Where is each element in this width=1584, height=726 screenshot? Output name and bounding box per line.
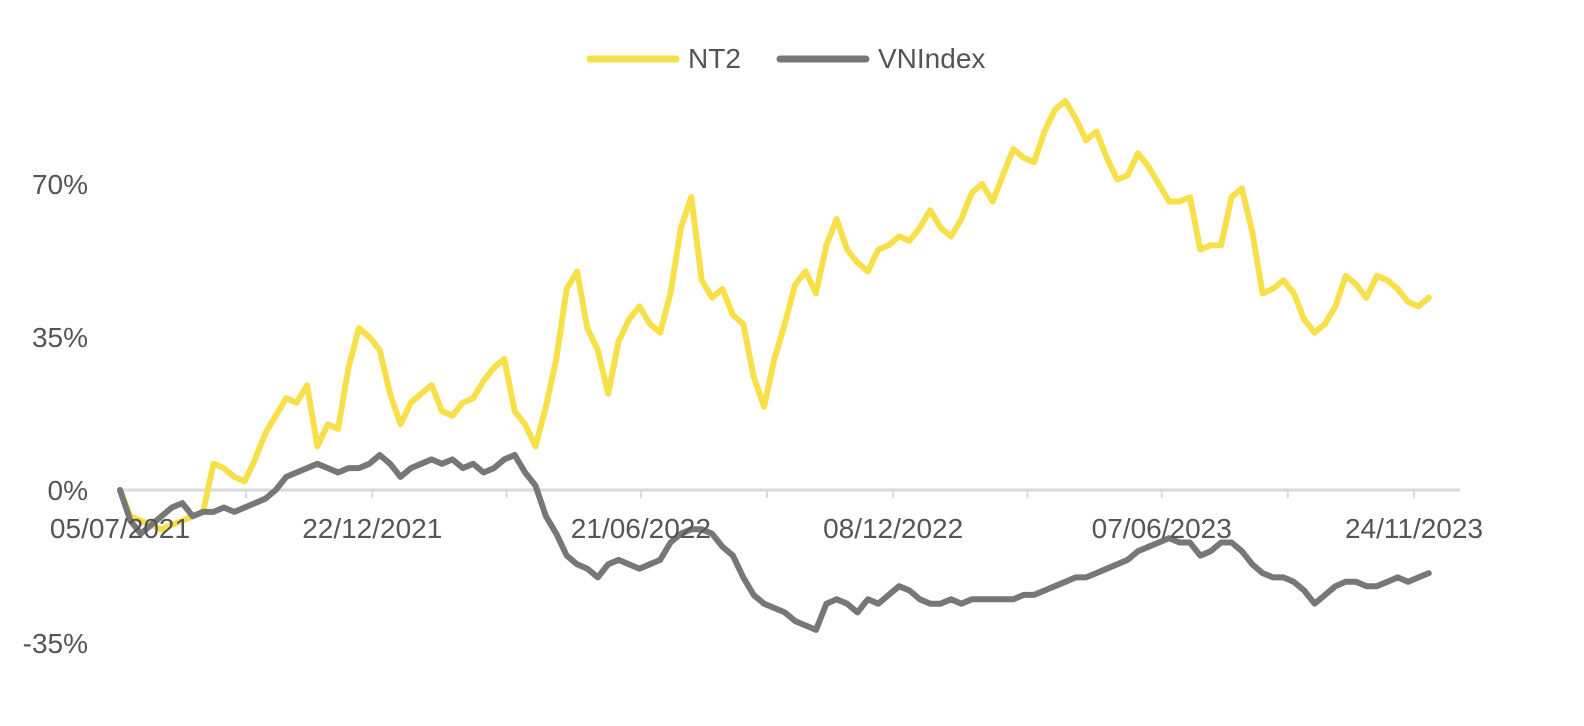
x-tick-label: 08/12/2022 <box>823 513 963 544</box>
x-tick-label: 07/06/2023 <box>1092 513 1232 544</box>
y-tick-label: 35% <box>32 322 88 353</box>
x-tick-label: 22/12/2021 <box>302 513 442 544</box>
series-layer: 05/07/2021 22/12/2021 21/06/2022 08/12/2022… <box>50 97 1483 633</box>
series-line-vnindex <box>117 452 1432 633</box>
x-axis <box>119 488 1460 498</box>
y-tick-label: 0% <box>48 475 88 506</box>
series-line-nt2 <box>117 97 1432 533</box>
x-tick-label: 05/07/2021 <box>50 513 190 544</box>
x-tick-label: 24/11/2023 <box>1345 513 1483 544</box>
legend-label-vnindex: VNIndex <box>878 43 985 74</box>
y-axis: -35% 0% 35% 70% <box>23 169 88 659</box>
legend-label-nt2: NT2 <box>688 43 741 74</box>
legend: NT2 VNIndex <box>586 43 985 74</box>
y-tick-label: 70% <box>32 169 88 200</box>
y-tick-label: -35% <box>23 628 88 659</box>
x-tick-label: 21/06/2022 <box>571 513 711 544</box>
